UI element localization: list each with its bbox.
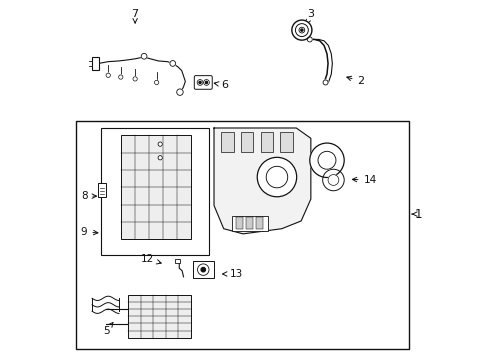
Circle shape <box>119 75 122 79</box>
FancyBboxPatch shape <box>194 76 212 89</box>
Polygon shape <box>214 128 310 234</box>
Text: 2: 2 <box>346 76 364 86</box>
Circle shape <box>265 166 287 188</box>
Text: 8: 8 <box>81 191 96 201</box>
Circle shape <box>158 156 162 160</box>
Circle shape <box>158 142 162 146</box>
Text: 12: 12 <box>141 254 161 264</box>
Circle shape <box>141 53 147 59</box>
Circle shape <box>197 264 208 275</box>
Circle shape <box>197 80 203 85</box>
Circle shape <box>106 73 110 77</box>
Bar <box>236 217 242 229</box>
Bar <box>101 128 208 255</box>
Bar <box>192 261 214 278</box>
Bar <box>76 121 408 348</box>
Circle shape <box>323 80 327 85</box>
Text: 7: 7 <box>131 9 139 23</box>
Circle shape <box>295 24 308 37</box>
Bar <box>221 132 233 152</box>
Circle shape <box>327 175 338 185</box>
Circle shape <box>322 169 344 191</box>
Text: 14: 14 <box>352 175 376 185</box>
Circle shape <box>201 267 205 272</box>
Circle shape <box>300 29 303 31</box>
Text: 9: 9 <box>81 227 98 237</box>
Bar <box>256 217 262 229</box>
Circle shape <box>169 60 175 66</box>
Text: 6: 6 <box>214 80 228 90</box>
Text: 1: 1 <box>411 208 422 221</box>
Bar <box>121 135 190 239</box>
Circle shape <box>306 37 312 42</box>
Bar <box>241 132 253 152</box>
Bar <box>231 216 267 231</box>
Circle shape <box>298 27 304 33</box>
Circle shape <box>257 157 296 197</box>
Text: 13: 13 <box>222 269 242 279</box>
Circle shape <box>133 77 137 81</box>
Text: 5: 5 <box>103 323 113 336</box>
Circle shape <box>205 81 207 84</box>
Bar <box>128 295 190 338</box>
Text: 11: 11 <box>164 152 185 162</box>
Circle shape <box>199 81 201 84</box>
Text: 4: 4 <box>168 313 181 323</box>
Bar <box>92 57 99 70</box>
Text: 10: 10 <box>164 139 185 149</box>
Circle shape <box>317 151 335 169</box>
Text: 3: 3 <box>305 9 314 25</box>
Bar <box>280 132 292 152</box>
Circle shape <box>176 89 183 95</box>
Bar <box>98 183 106 197</box>
Bar <box>260 132 273 152</box>
Circle shape <box>309 143 344 177</box>
Bar <box>246 217 252 229</box>
Bar <box>175 259 180 263</box>
Circle shape <box>291 20 311 40</box>
Circle shape <box>203 80 209 85</box>
Circle shape <box>154 80 159 85</box>
